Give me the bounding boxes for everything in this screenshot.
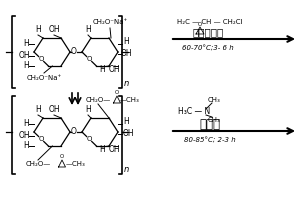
Text: H₃C — N: H₃C — N — [178, 108, 210, 116]
Text: CH₂O—: CH₂O— — [26, 161, 51, 167]
Text: H: H — [23, 40, 29, 48]
Text: H: H — [23, 142, 29, 150]
Text: CH₃: CH₃ — [208, 117, 220, 123]
Text: O: O — [38, 136, 44, 142]
Text: O: O — [71, 47, 77, 56]
Text: O: O — [60, 154, 64, 160]
Text: OH: OH — [108, 66, 120, 74]
Text: H₂C — CH — CH₂Cl: H₂C — CH — CH₂Cl — [177, 19, 243, 25]
Text: H: H — [123, 117, 129, 127]
Text: O: O — [86, 136, 92, 142]
Text: 80-85°C; 2-3 h: 80-85°C; 2-3 h — [184, 137, 236, 143]
Text: OH: OH — [18, 51, 30, 60]
Text: O: O — [38, 56, 44, 62]
Text: n: n — [124, 79, 129, 88]
Text: O: O — [115, 90, 119, 96]
Text: OH: OH — [18, 132, 30, 140]
Text: 三甲胺: 三甲胺 — [200, 117, 220, 130]
Text: O: O — [86, 56, 92, 62]
Text: 60-70°C;3- 6 h: 60-70°C;3- 6 h — [182, 45, 234, 51]
Text: O: O — [198, 21, 202, 26]
Text: H: H — [123, 38, 129, 46]
Text: CH₂O⁻Na⁺: CH₂O⁻Na⁺ — [26, 75, 61, 81]
Text: H: H — [35, 25, 41, 34]
Text: n: n — [124, 166, 129, 174]
Text: CH₃: CH₃ — [208, 97, 220, 103]
Text: —CH₃: —CH₃ — [120, 97, 140, 103]
Text: H: H — [35, 106, 41, 114]
Text: H: H — [23, 62, 29, 71]
Text: H: H — [23, 119, 29, 129]
Text: CH₂O⁻Na⁺: CH₂O⁻Na⁺ — [92, 19, 128, 25]
Text: OH: OH — [122, 130, 134, 138]
Text: O: O — [71, 128, 77, 136]
Text: H: H — [85, 106, 91, 114]
Text: —CH₃: —CH₃ — [66, 161, 86, 167]
Text: H: H — [99, 146, 105, 154]
Text: OH: OH — [48, 25, 60, 34]
Text: H: H — [85, 25, 91, 34]
Text: OH: OH — [120, 49, 132, 58]
Text: H: H — [99, 66, 105, 74]
Text: OH: OH — [108, 146, 120, 154]
Text: 环氧氯丙烷: 环氧氯丙烷 — [192, 27, 224, 37]
Text: OH: OH — [48, 106, 60, 114]
Text: CH₂O—: CH₂O— — [85, 97, 111, 103]
